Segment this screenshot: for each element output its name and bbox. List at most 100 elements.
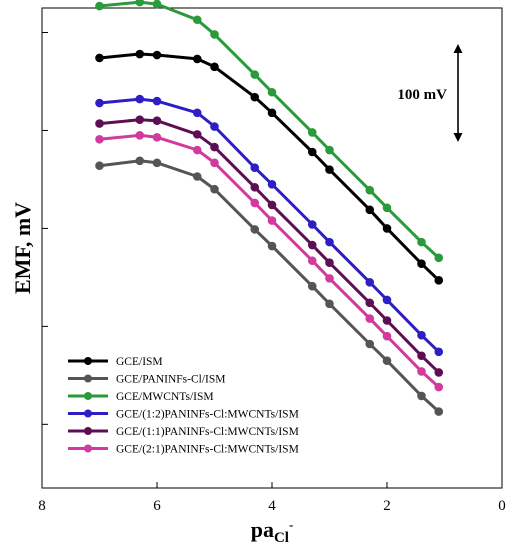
series-4-point-11 [417,351,426,361]
legend-swatch-marker-2 [84,392,92,400]
legend-swatch-marker-3 [84,409,92,418]
series-0-point-1 [135,49,145,59]
series-2-point-11 [417,237,426,247]
series-4-point-1 [135,115,145,124]
series-5-point-0 [95,134,104,144]
series-3-point-2 [152,96,162,106]
legend-swatch-marker-0 [84,357,92,365]
legend-swatch-marker-5 [84,444,92,453]
series-0-point-9 [365,205,375,215]
x-tick-label-0: 0 [498,498,506,514]
series-5-point-3 [192,145,202,155]
series-0 [95,49,444,285]
series-line-5 [99,133,440,389]
series-0-point-3 [192,54,202,64]
series-1 [95,156,444,416]
series-1-point-2 [152,158,162,168]
x-axis-title: paCl- [251,517,294,546]
series-5-point-11 [417,367,426,376]
x-axis-title-superscript: - [289,517,293,532]
y-tick-marks [42,31,48,425]
series-5-point-4 [210,158,219,168]
x-tick-label-8: 8 [38,498,46,514]
series-4-point-8 [325,258,334,267]
series-3-point-4 [210,122,219,131]
series-3-point-8 [325,237,334,247]
scale-bar: 100 mV [397,44,463,142]
series-5-point-2 [152,133,162,142]
series-4-point-6 [267,200,277,210]
x-axis-title-subscript: Cl [274,530,289,546]
series-2-point-0 [95,1,104,11]
series-3-point-1 [135,94,145,104]
scale-bar-arrow-up [453,44,463,53]
scale-bar-arrow-down [453,132,463,142]
legend: GCE/ISM GCE/PANINFs-Cl/ISM GCE/MWCNTs/ISM G… [68,356,299,456]
series-1-point-4 [210,184,219,194]
x-axis-title-main: pa [251,517,274,542]
series-2-point-9 [365,185,375,195]
series-5-point-10 [382,331,392,341]
legend-label-5: GCE/(2:1)PANINFs-Cl:MWCNTs/ISM [116,444,299,456]
series-3-point-9 [365,277,375,287]
series-1-point-12 [434,407,444,416]
series-0-point-11 [417,259,426,268]
series-2-point-3 [192,15,202,25]
series-0-point-2 [152,50,162,60]
series-0-point-0 [95,53,104,63]
legend-label-0: GCE/ISM [116,356,163,368]
series-5-point-6 [267,216,277,225]
series-4-point-5 [250,182,260,192]
series-5-point-5 [250,198,260,208]
series-1-point-3 [192,172,202,181]
legend-label-1: GCE/PANINFs-Cl/ISM [116,374,226,386]
series-3-point-5 [250,163,260,172]
series-4-point-7 [307,240,317,250]
series-5-point-9 [365,314,375,323]
series-4-point-9 [365,298,375,308]
series-2 [95,0,444,263]
series-2-point-5 [250,70,260,79]
series-1-point-1 [135,156,145,166]
y-axis-title: EMF, mV [10,202,35,294]
series-3-point-6 [267,180,277,189]
legend-label-4: GCE/(1:1)PANINFs-Cl:MWCNTs/ISM [116,426,299,438]
series-4-point-10 [382,316,392,325]
series-1-point-8 [325,299,334,309]
series-2-point-2 [152,0,162,9]
scale-bar-label: 100 mV [397,87,447,103]
series-0-point-7 [307,147,317,157]
series-4-point-2 [152,116,162,125]
legend-label-3: GCE/(1:2)PANINFs-Cl:MWCNTs/ISM [116,409,299,421]
series-layer [95,0,444,416]
legend-label-2: GCE/MWCNTs/ISM [116,391,214,403]
series-5-point-7 [307,256,317,266]
series-1-point-6 [267,241,277,251]
legend-swatch-marker-4 [84,427,92,435]
series-3-point-0 [95,98,104,108]
series-0-point-5 [250,92,260,102]
series-1-point-7 [307,281,317,291]
series-2-point-1 [135,0,145,7]
series-1-point-11 [417,391,426,401]
series-0-point-8 [325,165,334,174]
series-2-point-6 [267,87,277,97]
series-1-point-5 [250,225,260,234]
series-1-point-0 [95,161,104,171]
series-4-point-4 [210,142,219,152]
series-0-point-6 [267,108,277,118]
series-4-point-3 [192,130,202,139]
series-0-point-4 [210,62,219,72]
x-tick-label-2: 2 [383,498,391,514]
series-3 [95,94,444,357]
series-4-point-0 [95,119,104,128]
legend-swatch-marker-1 [84,374,92,383]
series-3-point-12 [434,347,444,357]
series-3-point-10 [382,295,392,305]
series-5 [95,131,444,392]
series-3-point-3 [192,108,202,118]
series-0-point-10 [382,224,392,233]
series-2-point-10 [382,203,392,213]
x-tick-label-6: 6 [153,498,161,514]
